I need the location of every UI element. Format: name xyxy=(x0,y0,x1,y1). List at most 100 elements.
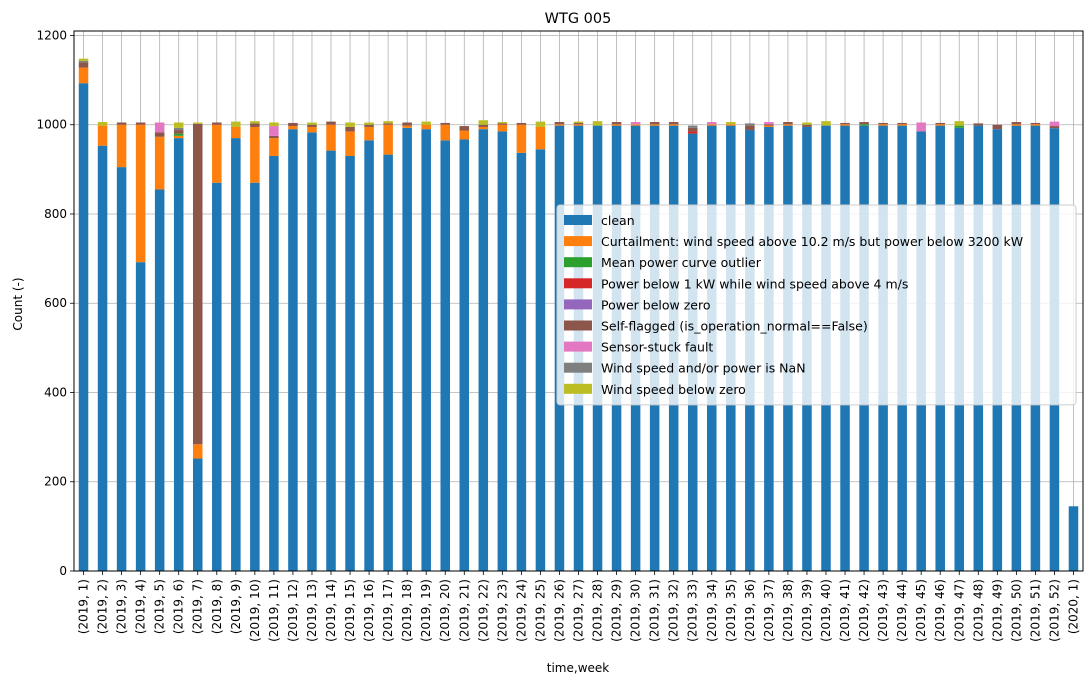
bar-segment xyxy=(440,122,450,125)
legend-label: Mean power curve outlier xyxy=(601,255,762,270)
x-tick-label: (2019, 44) xyxy=(895,579,909,642)
bar-segment xyxy=(840,124,850,126)
x-tick-label: (2019, 25) xyxy=(533,579,547,642)
x-tick-label: (2019, 11) xyxy=(267,579,281,642)
y-tick-label: 1000 xyxy=(36,118,67,132)
x-tick-label: (2019, 32) xyxy=(667,579,681,642)
legend-swatch xyxy=(564,299,592,310)
y-tick-label: 1200 xyxy=(36,28,67,42)
bar-segment xyxy=(250,123,260,127)
bar-segment xyxy=(497,123,508,125)
bar-segment xyxy=(935,122,945,125)
bar-segment xyxy=(668,122,679,125)
bar-segment xyxy=(212,124,222,183)
bar-segment xyxy=(154,189,165,571)
bar-segment xyxy=(649,122,660,125)
bar-segment xyxy=(497,122,508,124)
bar-segment xyxy=(1049,126,1060,129)
bar-segment xyxy=(687,125,698,128)
bar-segment xyxy=(421,121,431,125)
bar-segment xyxy=(97,145,108,571)
bar-segment xyxy=(935,124,945,126)
bar-segment xyxy=(611,122,622,125)
y-tick-label: 0 xyxy=(59,564,67,578)
bar-segment xyxy=(421,124,431,130)
bar-segment xyxy=(745,123,755,126)
bar-segment xyxy=(192,444,203,459)
bar-segment xyxy=(97,122,108,126)
chart-title: WTG 005 xyxy=(545,11,612,27)
bar-segment xyxy=(402,122,412,126)
bar-segment xyxy=(478,120,489,125)
bar-segment xyxy=(554,122,565,125)
bar-segment xyxy=(326,121,336,125)
legend-label: Curtailment: wind speed above 10.2 m/s b… xyxy=(601,234,1023,249)
x-tick-label: (2019, 29) xyxy=(610,579,624,642)
bar-segment xyxy=(897,122,907,125)
bar-segment xyxy=(459,130,470,140)
bar-segment xyxy=(345,155,355,571)
bar-segment xyxy=(307,122,317,125)
bar-segment xyxy=(707,122,717,125)
x-tick-label: (2019, 50) xyxy=(1009,579,1023,642)
x-tick-label: (2019, 16) xyxy=(362,579,376,642)
bar-segment xyxy=(821,121,831,126)
x-tick-label: (2019, 52) xyxy=(1047,579,1061,642)
x-tick-label: (2019, 8) xyxy=(210,579,224,634)
x-tick-label: (2019, 21) xyxy=(457,579,471,642)
bar-segment xyxy=(288,129,298,571)
x-tick-label: (2019, 30) xyxy=(629,579,643,642)
bar-segment xyxy=(973,123,984,126)
legend-label: Wind speed below zero xyxy=(601,382,746,397)
bar-segment xyxy=(726,124,736,126)
y-tick-label: 400 xyxy=(44,385,67,399)
bar-segment xyxy=(173,135,184,139)
x-axis: (2019, 1) (2019, 2) (2019, 3) (2019, 4) (201… xyxy=(77,571,1080,642)
bar-segment xyxy=(440,140,450,571)
bar-segment xyxy=(478,124,489,127)
bar-segment xyxy=(97,125,108,146)
legend-label: Power below 1 kW while wind speed above … xyxy=(601,276,908,291)
legend-swatch xyxy=(564,320,592,331)
bar-segment xyxy=(764,124,774,126)
legend-swatch xyxy=(564,215,592,225)
bar-segment xyxy=(116,122,127,125)
bar-segment xyxy=(745,125,755,131)
x-tick-label: (2019, 12) xyxy=(286,579,300,642)
bar-segment xyxy=(231,138,241,572)
bar-segment xyxy=(78,60,89,63)
x-tick-label: (2019, 3) xyxy=(115,579,129,634)
legend-label: Self-flagged (is_operation_normal==False… xyxy=(601,319,868,334)
x-tick-label: (2019, 23) xyxy=(495,579,509,642)
bar-segment xyxy=(878,124,888,126)
bar-segment xyxy=(478,126,489,130)
bar-segment xyxy=(364,124,374,127)
bar-segment xyxy=(1049,121,1060,127)
bar-segment xyxy=(383,154,393,572)
bar-segment xyxy=(192,458,203,571)
bar-segment xyxy=(364,140,374,571)
x-tick-label: (2019, 6) xyxy=(172,579,186,634)
bar-segment xyxy=(288,122,298,127)
bar-segment xyxy=(402,127,412,572)
x-tick-label: (2019, 5) xyxy=(153,579,167,634)
bar-segment xyxy=(135,124,146,263)
bar-segment xyxy=(1030,122,1041,125)
x-tick-label: (2019, 51) xyxy=(1028,579,1042,642)
bar-segment xyxy=(307,124,317,127)
x-tick-label: (2019, 2) xyxy=(96,579,110,634)
bar-segment xyxy=(78,83,89,571)
bar-segment xyxy=(192,122,203,124)
bar-segment xyxy=(802,124,812,127)
bar-segment xyxy=(231,126,241,139)
x-tick-label: (2019, 31) xyxy=(648,579,662,642)
x-tick-label: (2019, 15) xyxy=(343,579,357,642)
x-tick-label: (2019, 37) xyxy=(762,579,776,642)
bar-segment xyxy=(554,124,565,126)
bar-segment xyxy=(78,62,89,68)
bar-segment xyxy=(573,122,584,125)
x-tick-label: (2019, 42) xyxy=(857,579,871,642)
x-tick-label: (2019, 39) xyxy=(800,579,814,642)
x-tick-label: (2019, 48) xyxy=(971,579,985,642)
